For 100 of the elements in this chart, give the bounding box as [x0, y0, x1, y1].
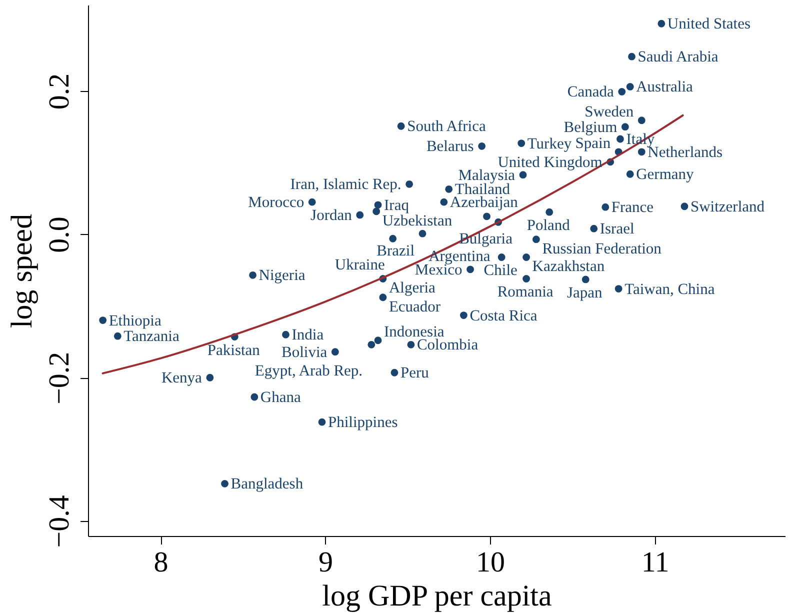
annotation: Ethiopia	[108, 312, 162, 330]
point	[406, 180, 414, 188]
point	[379, 294, 387, 302]
point	[368, 340, 376, 348]
point	[582, 276, 590, 284]
point	[680, 202, 688, 210]
point	[522, 254, 530, 261]
y-tick-label: −0.4	[44, 494, 76, 548]
annotation: Japan	[566, 284, 603, 302]
point	[206, 374, 214, 382]
point	[440, 198, 448, 206]
point	[390, 368, 398, 376]
annotation: Pakistan	[207, 342, 260, 359]
annotation: Ecuador	[388, 298, 442, 316]
annotation: Nigeria	[258, 267, 306, 284]
annotation: Germany	[636, 166, 694, 184]
point	[602, 203, 610, 211]
point	[478, 142, 486, 150]
annotation: Switzerland	[690, 198, 765, 216]
point	[331, 348, 339, 356]
point	[519, 171, 527, 179]
point	[308, 198, 316, 206]
point	[483, 212, 490, 220]
annotation: Jordan	[310, 206, 352, 224]
point	[445, 185, 453, 193]
annotation: Turkey	[527, 135, 572, 152]
point	[249, 271, 256, 279]
annotation: Canada	[567, 84, 614, 101]
annotation: Belarus	[426, 138, 474, 156]
annotation: Iraq	[384, 196, 410, 214]
point	[628, 52, 636, 60]
y-axis-title: log speed	[6, 214, 38, 328]
annotation: Egypt, Arab Rep.	[254, 362, 363, 380]
point	[114, 332, 122, 340]
point	[546, 208, 554, 216]
annotation: Kazakhstan	[532, 258, 605, 276]
annotation: Morocco	[248, 194, 304, 212]
annotation: Ghana	[260, 388, 301, 406]
x-axis-title: log GDP per capita	[322, 580, 552, 612]
point	[638, 116, 646, 124]
annotation: Spain	[575, 134, 611, 152]
point	[460, 312, 468, 319]
annotation: Romania	[497, 284, 554, 301]
point	[397, 122, 405, 130]
annotation: Tanzania	[124, 328, 180, 346]
point	[638, 148, 646, 156]
point	[532, 236, 540, 244]
point	[99, 316, 107, 324]
point	[418, 230, 426, 238]
annotation: Bolivia	[282, 344, 328, 361]
annotation: Kenya	[161, 370, 202, 387]
point	[250, 393, 258, 401]
point	[621, 123, 629, 131]
annotation: Colombia	[416, 336, 478, 354]
x-tick-label: 10	[476, 546, 506, 578]
point	[466, 266, 474, 274]
annotation: France	[611, 199, 654, 216]
annotation: Russian Federation	[542, 240, 662, 258]
point	[407, 340, 415, 348]
point	[374, 201, 382, 209]
x-tick-label: 11	[641, 546, 670, 578]
annotation: Taiwan, China	[624, 280, 715, 298]
x-tick-label: 9	[318, 546, 334, 578]
point	[626, 170, 634, 178]
point	[221, 480, 228, 488]
point	[518, 140, 526, 148]
point	[356, 211, 364, 219]
annotation: Saudi Arabia	[638, 48, 718, 66]
annotation: Bangladesh	[230, 476, 304, 493]
annotation: Uzbekistan	[382, 212, 452, 230]
annotation: India	[292, 326, 324, 344]
y-tick-label: −0.2	[44, 352, 76, 404]
point	[618, 88, 626, 96]
point	[626, 82, 634, 90]
point	[616, 135, 624, 143]
annotation: Belgium	[564, 118, 618, 136]
point	[522, 275, 530, 282]
point	[658, 20, 666, 28]
annotation: Costa Rica	[470, 307, 538, 324]
annotation: South Africa	[407, 118, 486, 136]
point	[498, 254, 506, 261]
annotation: United States	[667, 16, 751, 33]
point	[389, 234, 397, 242]
annotation: Algeria	[388, 280, 436, 297]
point	[614, 285, 622, 292]
point	[372, 208, 380, 216]
point	[318, 418, 326, 426]
y-tick-label: 0.0	[44, 216, 76, 253]
x-tick-label: 8	[154, 546, 168, 578]
point	[282, 330, 290, 338]
annotation: Sweden	[584, 103, 634, 120]
point	[374, 336, 382, 344]
annotation: Australia	[636, 78, 694, 96]
annotation: Israel	[600, 220, 634, 238]
y-tick-label: 0.2	[44, 73, 76, 110]
annotation: Poland	[526, 217, 570, 234]
point	[590, 224, 598, 232]
annotation: Azerbaijan	[450, 194, 518, 212]
annotation: Peru	[400, 364, 430, 382]
annotation: Iran, Islamic Rep.	[290, 176, 402, 194]
